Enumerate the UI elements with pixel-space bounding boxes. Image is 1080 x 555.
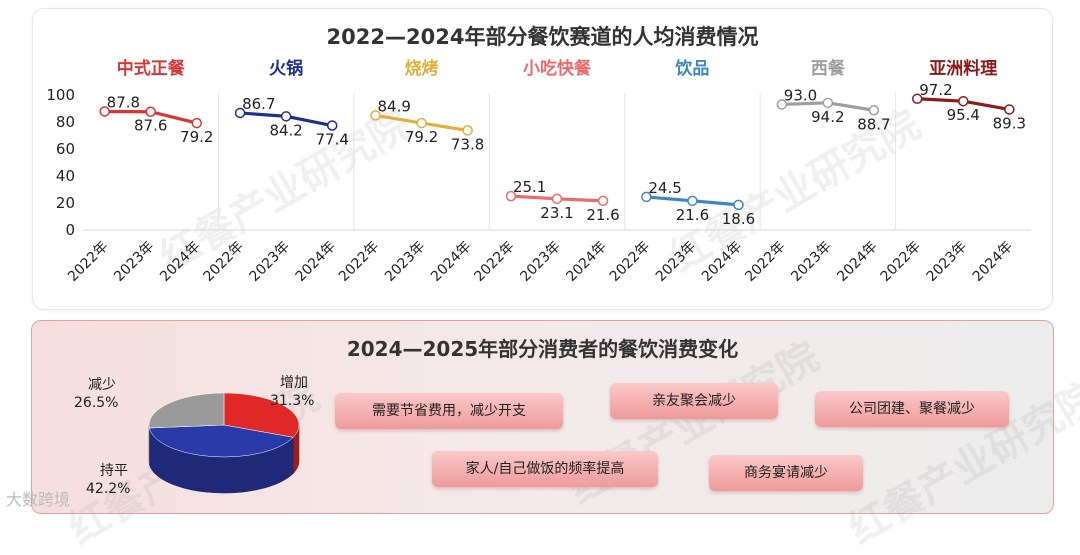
data-label: 79.2: [180, 128, 213, 146]
reason-tag: 商务宴请减少: [709, 455, 863, 491]
data-label: 73.8: [451, 135, 484, 153]
reason-tag: 公司团建、聚餐减少: [815, 391, 1009, 427]
series-title: 火锅: [269, 58, 303, 79]
data-point: [688, 196, 697, 205]
pie-label-value: 26.5%: [74, 395, 118, 411]
pie-slice: [149, 393, 224, 428]
data-label: 25.1: [513, 178, 546, 196]
x-tick-label: 2024年: [428, 239, 474, 285]
x-tick-label: 2024年: [970, 239, 1016, 285]
data-label: 79.2: [405, 128, 438, 146]
series-title: 西餐: [811, 58, 846, 79]
x-tick-label: 2023年: [788, 239, 834, 285]
pie-chart: 增加 31.3% 持平 42.2% 减少 26.5%: [32, 321, 352, 511]
x-tick-label: 2023年: [924, 239, 970, 285]
data-point: [192, 119, 201, 128]
data-label: 94.2: [811, 108, 844, 126]
top-panel: 红餐产业研究院 红餐产业研究院 2022—2024年部分餐饮赛道的人均消费情况 …: [32, 8, 1053, 310]
footer-logo: 大数跨境: [6, 486, 70, 510]
data-label: 84.9: [378, 97, 411, 115]
series-title: 饮品: [674, 58, 709, 79]
data-label: 87.6: [134, 117, 167, 135]
pie-label-name: 增加: [280, 375, 308, 391]
reason-tag: 亲友聚会减少: [610, 383, 778, 419]
x-tick-label: 2024年: [834, 239, 880, 285]
data-label: 87.8: [107, 93, 140, 111]
data-label: 95.4: [947, 106, 980, 124]
y-tick-label: 60: [56, 140, 75, 158]
data-point: [959, 97, 968, 106]
data-point: [553, 194, 562, 203]
x-tick-label: 2024年: [563, 239, 609, 285]
data-label: 21.6: [676, 206, 709, 224]
series-title: 中式正餐: [117, 58, 186, 79]
x-tick-label: 2023年: [382, 239, 428, 285]
x-tick-label: 2023年: [517, 239, 563, 285]
data-label: 88.7: [857, 115, 890, 133]
data-label: 24.5: [648, 179, 681, 197]
x-tick-label: 2023年: [111, 239, 157, 285]
y-tick-label: 0: [65, 221, 75, 239]
x-tick-label: 2023年: [247, 239, 293, 285]
series-title: 亚洲料理: [929, 58, 997, 79]
pie-label-name: 减少: [88, 377, 116, 393]
y-tick-label: 20: [56, 194, 75, 212]
x-tick-label: 2024年: [699, 239, 745, 285]
x-tick-label: 2022年: [336, 239, 382, 285]
x-tick-label: 2022年: [742, 239, 788, 285]
data-label: 77.4: [315, 131, 348, 149]
reason-tag: 家人/自己做饭的频率提高: [432, 451, 658, 487]
pie-label-value: 31.3%: [270, 393, 314, 409]
pie-label-value: 42.2%: [86, 481, 130, 497]
x-tick-label: 2022年: [65, 239, 111, 285]
data-label: 84.2: [269, 121, 302, 139]
x-tick-label: 2022年: [607, 239, 653, 285]
series-title: 小吃快餐: [523, 58, 592, 79]
x-tick-label: 2022年: [878, 239, 924, 285]
data-point: [328, 121, 337, 130]
series-title: 烧烤: [405, 58, 439, 79]
data-label: 97.2: [919, 81, 952, 99]
data-point: [734, 200, 743, 209]
data-point: [463, 126, 472, 135]
data-point: [417, 119, 426, 128]
data-point: [1005, 105, 1014, 114]
y-tick-label: 80: [56, 113, 75, 131]
x-tick-label: 2024年: [157, 239, 203, 285]
bottom-panel: 红餐产业研究院 红餐产业研究院 红餐产业研究院 2024—2025年部分消费者的…: [31, 320, 1054, 514]
data-label: 89.3: [993, 114, 1026, 132]
pie-label-name: 持平: [100, 463, 128, 479]
data-point: [869, 106, 878, 115]
data-label: 21.6: [586, 206, 619, 224]
x-tick-label: 2024年: [293, 239, 339, 285]
x-tick-label: 2023年: [653, 239, 699, 285]
data-point: [599, 196, 608, 205]
data-label: 86.7: [242, 95, 275, 113]
y-tick-label: 100: [46, 86, 75, 104]
x-tick-label: 2022年: [471, 239, 517, 285]
data-point: [146, 107, 155, 116]
y-tick-label: 40: [56, 167, 75, 185]
data-point: [282, 112, 291, 121]
data-label: 18.6: [722, 210, 755, 228]
data-label: 93.0: [784, 86, 817, 104]
data-label: 23.1: [540, 204, 573, 222]
x-tick-label: 2022年: [201, 239, 247, 285]
reason-tag: 需要节省费用，减少开支: [335, 393, 563, 429]
data-point: [823, 98, 832, 107]
